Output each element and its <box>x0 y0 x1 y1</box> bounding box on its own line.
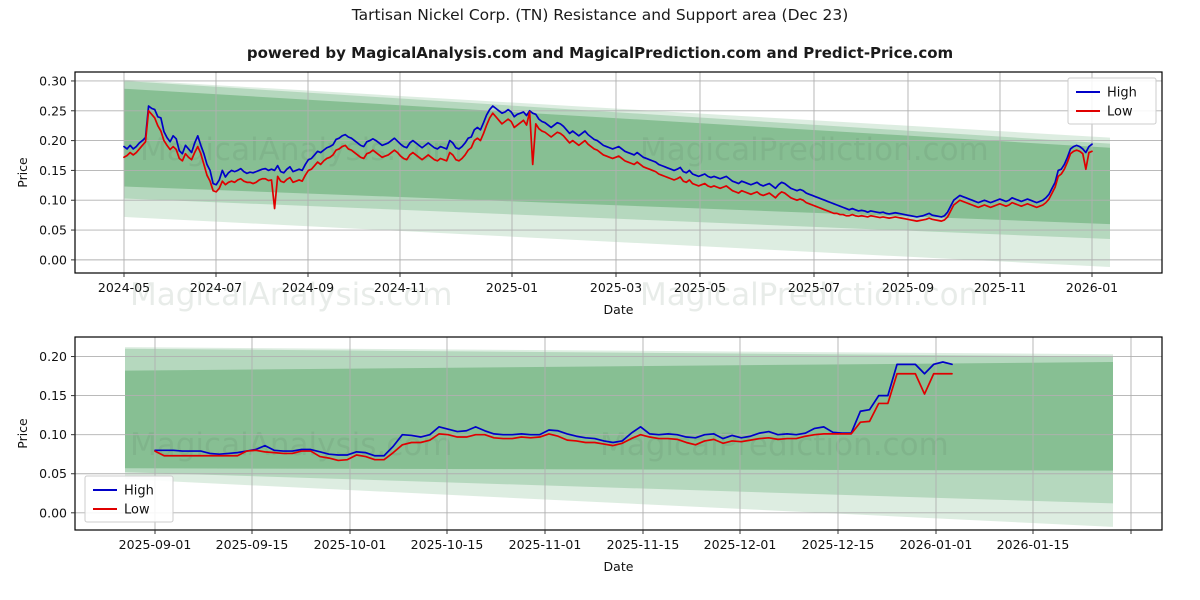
x-tick-label: 2024-05 <box>98 280 150 295</box>
watermark: MagicalPrediction.com <box>640 277 989 313</box>
watermark: MagicalAnalysis.com <box>130 277 452 313</box>
x-tick-label: 2025-03 <box>590 280 642 295</box>
y-tick-label: 0.15 <box>39 388 67 403</box>
legend-label-low: Low <box>1107 105 1133 120</box>
axes-frame-bottom <box>74 336 1163 531</box>
y-tick-label: 0.15 <box>39 163 67 178</box>
y-tick-label: 0.00 <box>39 505 67 520</box>
legend-bottom: High Low <box>84 475 174 523</box>
y-tick-label: 0.05 <box>39 466 67 481</box>
x-tick-label: 2026-01-15 <box>997 537 1070 552</box>
y-axis-title-bottom: Price <box>15 418 30 449</box>
x-tick-label: 2024-11 <box>374 280 426 295</box>
y-tick-label: 0.10 <box>39 193 67 208</box>
page-subtitle: powered by MagicalAnalysis.com and Magic… <box>246 44 954 62</box>
legend-box <box>84 475 174 523</box>
series-line-low <box>154 372 953 462</box>
x-axis-title-top: Date <box>604 302 634 317</box>
y-tick-label: 0.30 <box>39 73 67 88</box>
y-tick-label: 0.20 <box>39 133 67 148</box>
x-tick-label: 2026-01-01 <box>900 537 973 552</box>
series-line-low <box>123 109 1093 222</box>
watermark: MagicalPrediction.com <box>600 427 949 463</box>
x-tick-label: 2025-12-15 <box>802 537 875 552</box>
x-tick-label: 2025-11-01 <box>509 537 582 552</box>
x-tick-label: 2025-12-01 <box>704 537 777 552</box>
y-tick-label: 0.05 <box>39 223 67 238</box>
band-inner-bottom <box>125 362 1113 471</box>
x-tick-label: 2025-10-15 <box>411 537 484 552</box>
x-tick-label: 2024-07 <box>190 280 242 295</box>
legend-top: High Low <box>1067 77 1157 125</box>
chart-panel-bottom: MagicalAnalysis.com MagicalPrediction.com… <box>15 336 1163 574</box>
x-tick-label: 2025-05 <box>674 280 726 295</box>
axes-frame-top <box>74 71 1163 274</box>
legend-label-high: High <box>1107 86 1137 101</box>
watermark: MagicalAnalysis.com <box>140 132 462 168</box>
x-tick-label: 2026-01 <box>1066 280 1118 295</box>
series-line-high <box>154 361 953 457</box>
y-tick-label: 0.20 <box>39 349 67 364</box>
plot-area-bottom: MagicalAnalysis.com MagicalPrediction.com… <box>75 337 1162 530</box>
legend-box <box>1067 77 1157 125</box>
x-axis-title-bottom: Date <box>604 559 634 574</box>
y-tick-label: 0.10 <box>39 427 67 442</box>
x-tick-label: 2025-01 <box>486 280 538 295</box>
watermark: MagicalAnalysis.com <box>130 427 452 463</box>
plot-area-top: MagicalAnalysis.com MagicalPrediction.com… <box>75 72 1162 273</box>
legend-label-high: High <box>124 484 154 499</box>
y-tick-label: 0.00 <box>39 252 67 267</box>
x-tick-label: 2025-10-01 <box>314 537 387 552</box>
page-title: Tartisan Nickel Corp. (TN) Resistance an… <box>351 6 849 24</box>
x-tick-label: 2025-09 <box>882 280 934 295</box>
x-tick-label: 2025-11 <box>974 280 1026 295</box>
x-tick-label: 2025-09-01 <box>119 537 192 552</box>
x-tick-label: 2025-07 <box>788 280 840 295</box>
y-axis-title-top: Price <box>15 157 30 188</box>
x-tick-label: 2024-09 <box>282 280 334 295</box>
chart-panel-top: MagicalAnalysis.com MagicalPrediction.com… <box>15 71 1163 317</box>
x-tick-label: 2025-09-15 <box>216 537 289 552</box>
x-tick-label: 2025-11-15 <box>607 537 680 552</box>
y-tick-label: 0.25 <box>39 103 67 118</box>
series-line-high <box>123 105 1093 218</box>
legend-label-low: Low <box>124 503 150 518</box>
